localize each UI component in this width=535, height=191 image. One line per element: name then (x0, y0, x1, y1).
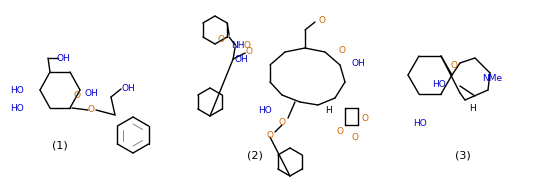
Text: HO: HO (10, 86, 24, 95)
Text: O: O (73, 91, 80, 100)
Text: O: O (362, 113, 369, 122)
Text: HO: HO (258, 105, 272, 114)
Text: (3): (3) (455, 150, 471, 160)
Text: HO: HO (10, 104, 24, 112)
Text: OH: OH (121, 83, 135, 92)
Text: (2): (2) (247, 150, 263, 160)
Text: OH: OH (351, 58, 365, 67)
Text: O: O (243, 41, 250, 50)
Text: O: O (351, 134, 358, 142)
Text: (1): (1) (52, 140, 68, 150)
Text: O: O (450, 61, 457, 70)
Text: O: O (337, 128, 343, 137)
Text: O: O (88, 104, 95, 113)
Text: O: O (279, 117, 286, 126)
Text: NMe: NMe (482, 74, 502, 83)
Text: H: H (325, 105, 331, 114)
Text: OH: OH (84, 88, 98, 97)
Text: NH: NH (231, 41, 245, 50)
Text: OH: OH (56, 53, 70, 62)
Text: O: O (218, 35, 225, 44)
Text: H: H (469, 104, 476, 112)
Text: O: O (246, 46, 253, 56)
Text: O: O (318, 15, 325, 24)
Text: HO: HO (413, 118, 427, 128)
Text: O: O (266, 130, 273, 139)
Text: HO: HO (432, 80, 446, 89)
Text: O: O (339, 45, 346, 54)
Text: OH: OH (234, 56, 248, 65)
